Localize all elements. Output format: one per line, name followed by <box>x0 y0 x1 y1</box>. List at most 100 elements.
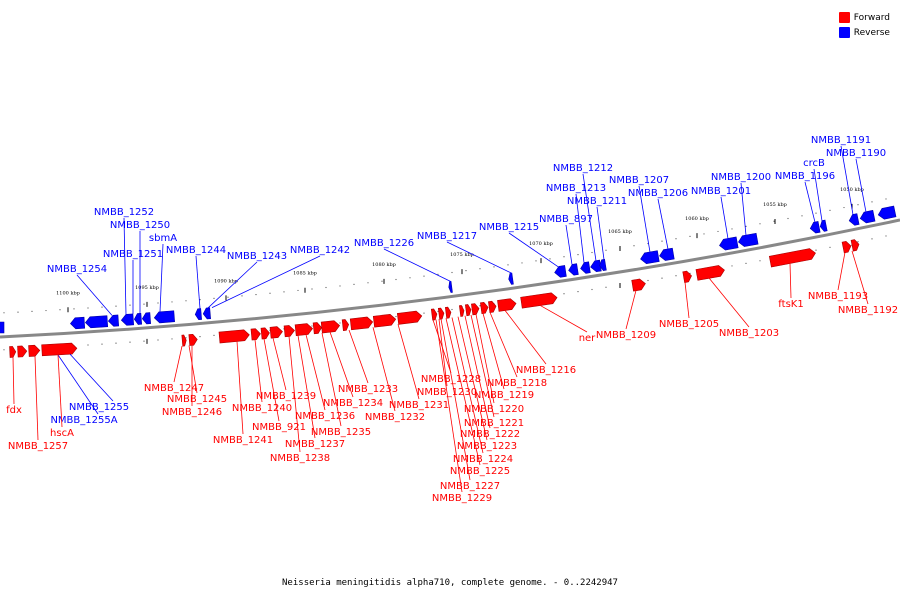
gene-label: NMBB_1228 <box>421 374 481 385</box>
gene-leader-line <box>464 315 491 429</box>
gene-leader-line <box>851 250 869 305</box>
guide-dot <box>143 303 145 305</box>
gene-leader-line <box>188 345 198 394</box>
gene-leader-line <box>76 274 113 316</box>
gene-leader-line <box>57 354 63 428</box>
gene-label: NMBB_1232 <box>365 412 425 423</box>
reverse-gene-arrow <box>599 258 607 271</box>
guide-dot <box>451 308 453 311</box>
genome-backbone <box>0 218 900 339</box>
gene-label: NMBB_1239 <box>256 391 316 402</box>
gene-leader-line <box>173 346 183 383</box>
gene-label: NMBB_1240 <box>232 403 292 414</box>
reverse-gene-arrow <box>194 308 202 321</box>
gene-leader-line <box>708 277 750 328</box>
reverse-gene-arrow <box>859 210 876 224</box>
gene-label: NMBB_1236 <box>295 411 355 422</box>
gene-leader-line <box>372 327 396 412</box>
reverse-gene-arrow <box>659 247 675 261</box>
legend: Forward Reverse <box>838 10 890 40</box>
reverse-gene-arrow <box>448 281 453 293</box>
guide-dot <box>563 293 565 295</box>
guide-dot <box>815 249 817 251</box>
guide-dot <box>367 282 369 284</box>
guide-dot <box>213 297 215 300</box>
gene-leader-line <box>305 334 326 411</box>
gene-label: NMBB_1245 <box>167 394 227 405</box>
gene-leader-line <box>440 318 471 481</box>
gene-leader-line <box>451 317 484 454</box>
forward-gene-arrow <box>480 302 489 315</box>
guide-dot <box>479 268 481 270</box>
guide-dot <box>717 230 719 233</box>
guide-dot <box>773 220 775 222</box>
guide-dot <box>591 251 593 254</box>
gene-label: NMBB_897 <box>539 214 593 225</box>
reverse-gene-arrow <box>580 261 591 274</box>
forward-gene-arrow <box>341 319 350 332</box>
guide-dot <box>423 312 425 314</box>
guide-dot <box>759 223 761 225</box>
gene-label: NMBB_1233 <box>338 384 398 395</box>
guide-dot <box>745 225 747 227</box>
scale-label: 1075 kbp <box>450 252 474 258</box>
guide-dot <box>871 238 873 240</box>
gene-label: NMBB_1218 <box>487 378 547 389</box>
forward-gene-arrow <box>631 278 646 292</box>
gene-label: NMBB_1231 <box>389 400 449 411</box>
forward-gene-arrow <box>682 270 692 283</box>
guide-dot <box>465 270 467 272</box>
reverse-gene-arrow <box>141 312 152 325</box>
guide-dot <box>395 278 397 281</box>
reverse-gene-arrow <box>719 236 739 251</box>
guide-dot <box>577 254 579 256</box>
gene-label: NMBB_921 <box>252 422 306 433</box>
gene-leader-line <box>34 356 39 441</box>
gene-leader-line <box>236 341 244 435</box>
reverse-gene-arrow <box>107 314 120 327</box>
gene-leader-line <box>195 255 201 309</box>
gene-leader-line <box>446 241 513 274</box>
gene-leader-line <box>804 181 816 223</box>
genome-caption: Neisseria meningitidis alpha710, complet… <box>282 578 618 588</box>
guide-dot <box>101 306 103 308</box>
forward-gene-arrow <box>260 327 270 340</box>
reverse-gene-arrow <box>554 265 567 278</box>
guide-dot <box>115 342 117 344</box>
gene-leader-line <box>272 337 287 391</box>
guide-dot <box>101 343 103 345</box>
gene-label: ner <box>579 333 596 344</box>
guide-dot <box>451 271 453 274</box>
reverse-gene-arrow <box>809 221 821 234</box>
guide-dot <box>381 280 383 282</box>
gene-label: NMBB_1235 <box>311 427 371 438</box>
guide-dot <box>675 275 677 277</box>
forward-gene-arrow <box>28 344 41 357</box>
guide-dot <box>87 307 89 309</box>
guide-dot <box>241 295 243 297</box>
guide-dot <box>199 336 201 338</box>
gene-label: NMBB_1221 <box>464 418 524 429</box>
gene-label: NMBB_1255A <box>50 415 117 426</box>
forward-gene-arrow <box>188 333 198 346</box>
gene-leader-line <box>625 290 637 330</box>
gene-leader-line <box>575 193 585 263</box>
forward-gene-arrow <box>269 326 283 339</box>
guide-dot <box>409 277 411 279</box>
guide-dot <box>73 308 75 310</box>
scale-label: 1090 kbp <box>214 278 238 284</box>
scale-label: 1055 kbp <box>763 202 787 208</box>
reverse-gene-arrow <box>70 316 86 330</box>
forward-gene-arrow <box>437 307 445 320</box>
gene-label: fdx <box>6 405 22 416</box>
gene-leader-line <box>565 224 573 265</box>
guide-dot <box>479 305 481 307</box>
reverse-gene-arrow <box>590 259 602 273</box>
guide-dot <box>339 322 341 324</box>
guide-dot <box>311 325 313 327</box>
guide-dot <box>759 260 761 262</box>
gene-label: NMBB_1206 <box>628 188 688 199</box>
reverse-gene-arrow <box>640 250 660 265</box>
reverse-gene-arrow <box>848 213 860 226</box>
forward-gene-arrow <box>430 308 438 321</box>
